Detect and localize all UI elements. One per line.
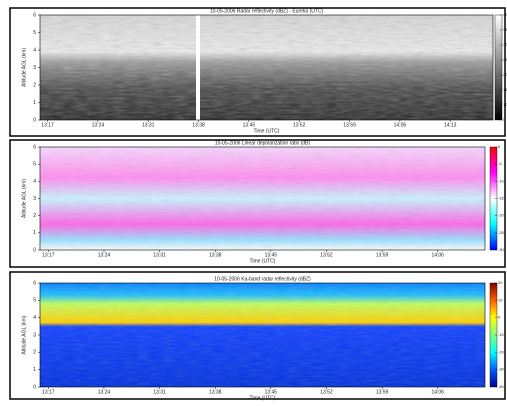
chart-title: 10-05-2006 Radar reflectivity (dBZ) - Eu…	[210, 8, 324, 14]
colorbar-tick-label: 30	[503, 42, 507, 47]
x-tick-label: 13:45	[243, 122, 256, 128]
y-tick-label: 0	[33, 384, 36, 390]
colorbar-tick-label: -30	[498, 247, 505, 252]
y-tick-label: 1	[33, 367, 36, 373]
x-axis-label: Time (UTC)	[254, 128, 280, 134]
y-tick-label: 5	[33, 30, 36, 36]
colorbar-tick-label: 20	[503, 72, 507, 77]
y-tick-label: 2	[33, 82, 36, 88]
x-tick-label: 13:38	[209, 252, 222, 258]
y-tick-label: 6	[33, 12, 36, 18]
x-tick-label: 13:38	[192, 122, 205, 128]
colorbar-tick-label: 15	[503, 87, 507, 92]
y-tick-label: 2	[33, 350, 36, 356]
x-tick-label: 13:59	[343, 122, 356, 128]
x-tick-label: 13:24	[92, 122, 105, 128]
y-axis-label: Altitude AGL (km)	[21, 315, 27, 354]
y-tick-label: 6	[33, 280, 36, 286]
heatmap-texture	[40, 15, 493, 120]
chart-title: 10-05-2006 Linear depolarization ratio (…	[215, 140, 311, 146]
x-tick-label: 13:52	[293, 122, 306, 128]
y-axis-label: Altitude AGL (km)	[21, 48, 27, 87]
x-tick-label: 13:31	[153, 252, 166, 258]
y-tick-label: 0	[33, 247, 36, 253]
colorbar-tick-label: -15	[498, 196, 505, 201]
data-gap	[196, 15, 200, 120]
colorbar-tick-label: 40	[503, 12, 507, 17]
colorbar-tick-label: 20	[498, 280, 503, 285]
y-tick-label: 4	[33, 47, 36, 53]
x-tick-label: 13:38	[209, 389, 222, 395]
y-tick-label: 5	[33, 298, 36, 304]
colorbar-tick-label: 10	[503, 102, 507, 107]
colorbar-tick-label: -10	[498, 178, 505, 183]
y-tick-label: 3	[33, 65, 36, 71]
x-tick-label: 14:06	[431, 252, 444, 258]
colorbar-tick-label: 25	[503, 57, 507, 62]
chart-title: 10-05-2006 Ka-band radar reflectivity (d…	[214, 276, 311, 282]
heatmap-texture	[40, 147, 485, 250]
colorbar-tick-label: -10	[498, 332, 505, 337]
y-tick-label: 5	[33, 161, 36, 167]
y-tick-label: 3	[33, 196, 36, 202]
x-tick-label: 13:31	[142, 122, 155, 128]
x-tick-label: 13:17	[42, 252, 55, 258]
x-tick-label: 13:52	[320, 389, 333, 395]
x-tick-label: 13:24	[98, 389, 111, 395]
y-tick-label: 3	[33, 332, 36, 338]
x-tick-label: 14:06	[394, 122, 407, 128]
x-tick-label: 13:45	[265, 252, 278, 258]
colorbar-tick-label: -30	[498, 367, 505, 372]
y-tick-label: 6	[33, 144, 36, 150]
y-tick-label: 4	[33, 179, 36, 185]
colorbar-tick-label: 10	[498, 297, 503, 302]
colorbar-tick-label: -40	[498, 384, 505, 389]
colorbar-tick-label: 0	[498, 144, 501, 149]
colorbar-tick-label: -20	[498, 213, 505, 218]
x-tick-label: 13:17	[42, 389, 55, 395]
colorbar-tick-label: -20	[498, 349, 505, 354]
x-tick-label: 13:59	[376, 252, 389, 258]
x-tick-label: 13:59	[376, 389, 389, 395]
colorbar-tick-label: -25	[498, 230, 505, 235]
y-tick-label: 1	[33, 100, 36, 106]
x-tick-label: 13:24	[98, 252, 111, 258]
x-tick-label: 14:13	[444, 122, 457, 128]
y-tick-label: 1	[33, 230, 36, 236]
colorbar-tick-label: 35	[503, 27, 507, 32]
heatmap-texture	[40, 283, 485, 387]
colorbar-tick-label: 0	[498, 315, 501, 320]
y-tick-label: 2	[33, 213, 36, 219]
colorbar-tick-label: -5	[498, 161, 502, 166]
x-axis-label: Time (UTC)	[250, 395, 276, 401]
x-axis-label: Time (UTC)	[250, 258, 276, 264]
x-tick-label: 14:06	[431, 389, 444, 395]
x-tick-label: 13:45	[265, 389, 278, 395]
x-tick-label: 13:17	[41, 122, 54, 128]
y-tick-label: 4	[33, 315, 36, 321]
y-tick-label: 0	[33, 117, 36, 123]
x-tick-label: 13:31	[153, 389, 166, 395]
y-axis-label: Altitude AGL (km)	[21, 179, 27, 218]
x-tick-label: 13:52	[320, 252, 333, 258]
figure: 10-05-2006 Radar reflectivity (dBZ) - Eu…	[0, 0, 507, 401]
colorbar	[495, 15, 502, 120]
